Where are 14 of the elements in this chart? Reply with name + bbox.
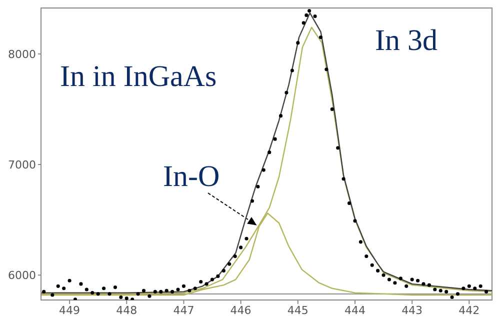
annotation: In-O: [163, 160, 220, 193]
annotation: In 3d: [375, 24, 438, 57]
x-tick-label: 445: [287, 304, 308, 317]
x-tick-label: 443: [402, 304, 423, 317]
x-tick-label: 447: [173, 304, 194, 317]
y-tick-label: 6000: [8, 269, 36, 282]
text: In in InGaAs: [60, 60, 217, 93]
x-tick-label: 442: [458, 304, 480, 317]
x-tick-label: 446: [230, 304, 252, 317]
y-tick-label: 7000: [8, 158, 36, 172]
x-tick-label: 448: [116, 304, 138, 317]
y-tick-label: 8000: [8, 48, 36, 61]
x-tick-label: 444: [344, 304, 366, 317]
x-tick-label: 449: [59, 304, 80, 317]
